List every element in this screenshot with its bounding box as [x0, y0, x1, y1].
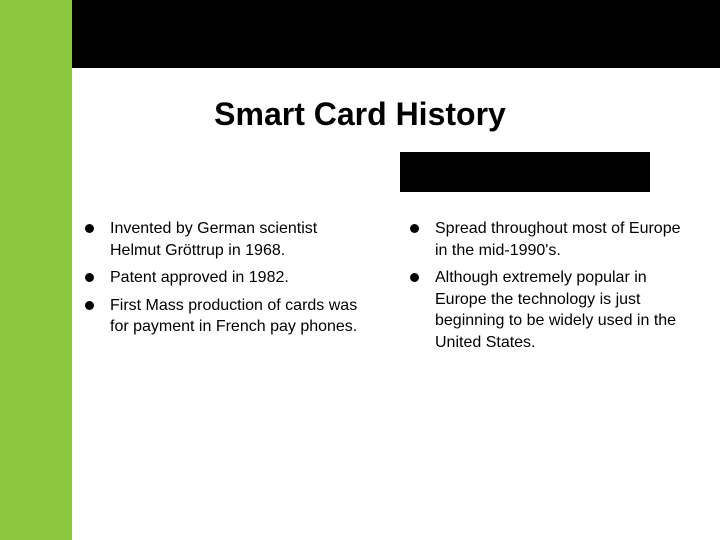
- content-columns: Invented by German scientist Helmut Gröt…: [85, 218, 695, 360]
- bullet-text: Although extremely popular in Europe the…: [435, 267, 695, 353]
- list-item: Although extremely popular in Europe the…: [410, 267, 695, 353]
- top-black-banner: [0, 0, 720, 68]
- bullet-icon: [85, 273, 94, 282]
- bullet-icon: [85, 224, 94, 233]
- slide-title: Smart Card History: [0, 96, 720, 133]
- bullet-icon: [410, 224, 419, 233]
- bullet-text: Patent approved in 1982.: [110, 267, 370, 289]
- bullet-text: Invented by German scientist Helmut Gröt…: [110, 218, 370, 261]
- list-item: Patent approved in 1982.: [85, 267, 370, 289]
- bullet-text: Spread throughout most of Europe in the …: [435, 218, 695, 261]
- left-green-bar: [0, 0, 72, 540]
- bullet-text: First Mass production of cards was for p…: [110, 295, 370, 338]
- left-column: Invented by German scientist Helmut Gröt…: [85, 218, 370, 360]
- bullet-icon: [410, 273, 419, 282]
- mid-black-accent: [400, 152, 650, 192]
- right-column: Spread throughout most of Europe in the …: [410, 218, 695, 360]
- list-item: Invented by German scientist Helmut Gröt…: [85, 218, 370, 261]
- list-item: Spread throughout most of Europe in the …: [410, 218, 695, 261]
- bullet-icon: [85, 301, 94, 310]
- list-item: First Mass production of cards was for p…: [85, 295, 370, 338]
